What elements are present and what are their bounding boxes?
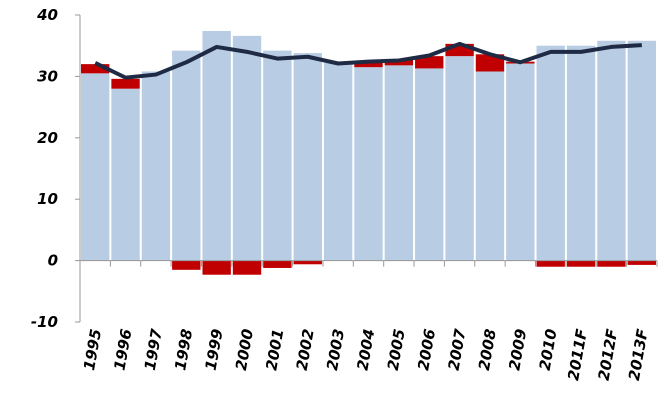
- bar: [293, 53, 322, 261]
- bar: [384, 65, 414, 261]
- bar: [506, 63, 535, 261]
- x-tick-label: 2007: [445, 327, 470, 372]
- x-tick-label: 1999: [202, 328, 227, 372]
- bar: [536, 45, 565, 261]
- bar: [323, 62, 353, 261]
- bar: [172, 260, 201, 270]
- bar: [354, 67, 383, 261]
- x-tick-label: 2009: [505, 328, 530, 372]
- bar: [384, 59, 414, 66]
- bar: [81, 64, 110, 74]
- x-tick-label: 1998: [171, 328, 196, 372]
- y-tick-label: 10: [37, 190, 58, 208]
- bar: [536, 260, 565, 267]
- x-tick-label: 1997: [141, 327, 166, 372]
- x-tick-label: 2013F: [625, 327, 652, 382]
- x-tick-label: 2004: [353, 328, 378, 372]
- bar: [141, 71, 171, 261]
- bar: [263, 50, 292, 261]
- bar: [445, 56, 474, 261]
- bar: [627, 260, 656, 265]
- bar: [172, 50, 201, 261]
- bar: [627, 40, 656, 261]
- bar: [263, 260, 292, 268]
- bar: [354, 62, 383, 68]
- bar: [415, 56, 444, 69]
- x-tick-label: 2005: [384, 328, 409, 372]
- x-tick-label: 2006: [414, 328, 439, 372]
- y-tick-label: 40: [36, 6, 58, 24]
- line: [94, 41, 642, 80]
- y-tick-label: 0: [48, 252, 58, 270]
- x-tick-label: 2003: [323, 328, 348, 372]
- bar: [475, 71, 505, 261]
- x-tick-label: 2002: [293, 328, 318, 372]
- bar: [415, 68, 444, 261]
- bar: [566, 45, 596, 261]
- x-tick-label: 2000: [232, 328, 257, 372]
- y-tick-label: 30: [37, 67, 58, 85]
- bar: [232, 260, 262, 275]
- x-tick-label: 1996: [111, 328, 136, 372]
- x-tick-label: 1995: [80, 328, 105, 372]
- bar: [232, 35, 262, 261]
- bar: [202, 30, 231, 261]
- x-tick-label: 2012F: [595, 327, 622, 382]
- y-tick-label: 20: [37, 129, 58, 147]
- bar: [111, 88, 140, 261]
- bar: [566, 260, 596, 267]
- bar: [293, 260, 322, 265]
- bar: [111, 78, 140, 89]
- bar: [81, 73, 110, 261]
- y-tick-label: -10: [31, 313, 58, 331]
- bar: [475, 54, 505, 72]
- bar: [202, 260, 231, 275]
- bar: [597, 40, 626, 261]
- bar: [597, 260, 626, 267]
- x-tick-label: 2010: [536, 328, 561, 372]
- x-tick-label: 2001: [262, 328, 287, 372]
- x-tick-label: 2011F: [564, 327, 591, 382]
- x-tick-label: 2008: [475, 328, 500, 372]
